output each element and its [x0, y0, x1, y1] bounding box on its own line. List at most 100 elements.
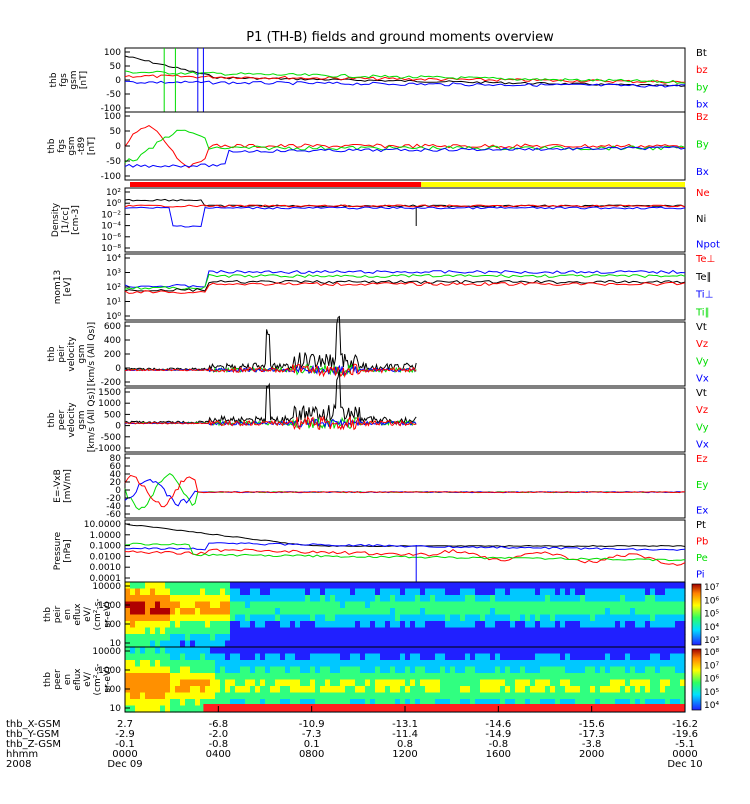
legend-Vt: Vt	[696, 322, 707, 333]
spectrogram-cell	[455, 601, 461, 609]
spectrogram-cell	[525, 595, 531, 603]
spectrogram-cell	[595, 601, 601, 609]
spectrogram-cell	[210, 692, 216, 700]
spectrogram-cell	[520, 627, 526, 635]
spectrogram-cell	[675, 666, 681, 674]
spectrogram-cell	[615, 588, 621, 596]
spectrogram-cell	[585, 601, 591, 609]
spectrogram-cell	[370, 679, 376, 687]
spectrogram-cell	[330, 692, 336, 700]
spectrogram-cell	[505, 692, 511, 700]
spectrogram-cell	[240, 666, 246, 674]
spectrogram-cell	[350, 608, 356, 616]
spectrogram-cell	[250, 601, 256, 609]
spectrogram-cell	[575, 647, 581, 655]
spectrogram-cell	[230, 621, 236, 629]
spectrogram-cell	[630, 653, 636, 661]
spectrogram-cell	[235, 614, 241, 622]
spectrogram-cell	[625, 686, 631, 694]
spectrogram-cell	[500, 679, 506, 687]
spectrogram-cell	[655, 601, 661, 609]
spectrogram-cell	[130, 660, 136, 668]
spectrogram-cell	[505, 608, 511, 616]
spectrogram-cell	[145, 621, 151, 629]
spectrogram-cell	[195, 660, 201, 668]
spectrogram-cell	[345, 679, 351, 687]
spectrogram-cell	[475, 679, 481, 687]
spectrogram-cell	[335, 699, 341, 707]
spectrogram-cell	[140, 673, 146, 681]
ylabel-line: sr-eV)	[103, 601, 113, 627]
spectrogram-cell	[620, 660, 626, 668]
spectrogram-cell	[675, 634, 681, 642]
spectrogram-cell	[620, 595, 626, 603]
spectrogram-cell	[155, 673, 161, 681]
spectrogram-cell	[140, 627, 146, 635]
ytick-label: 10	[110, 639, 122, 649]
spectrogram-cell	[650, 679, 656, 687]
spectrogram-cell	[155, 686, 161, 694]
spectrogram-cell	[580, 621, 586, 629]
spectrogram-cell	[315, 666, 321, 674]
spectrogram-cell	[530, 647, 536, 655]
spectrogram-cell	[585, 666, 591, 674]
spectrogram-cell	[485, 699, 491, 707]
spectrogram-cell	[180, 634, 186, 642]
spectrogram-cell	[400, 588, 406, 596]
spectrogram-cell	[340, 627, 346, 635]
spectrogram-cell	[645, 627, 651, 635]
ylabel-line: [mV/m]	[63, 469, 73, 503]
spectrogram-cell	[160, 640, 166, 648]
spectrogram-cell	[375, 621, 381, 629]
spectrogram-cell	[475, 699, 481, 707]
spectrogram-cell	[440, 588, 446, 596]
spectrogram-cell	[390, 673, 396, 681]
spectrogram-cell	[475, 614, 481, 622]
spectrogram-cell	[485, 601, 491, 609]
spectrogram-cell	[165, 627, 171, 635]
spectrogram-cell	[210, 595, 216, 603]
spectrogram-cell	[450, 588, 456, 596]
spectrogram-cell	[645, 640, 651, 648]
spectrogram-cell	[135, 692, 141, 700]
spectrogram-cell	[280, 647, 286, 655]
spectrogram-cell	[490, 660, 496, 668]
spectrogram-cell	[305, 692, 311, 700]
spectrogram-cell	[390, 692, 396, 700]
spectrogram-cell	[550, 673, 556, 681]
spectrogram-cell	[640, 588, 646, 596]
spectrogram-cell	[490, 647, 496, 655]
spectrogram-cell	[215, 679, 221, 687]
spectrogram-cell	[310, 699, 316, 707]
colorbar-tick-label: 10⁴	[704, 623, 719, 633]
spectrogram-cell	[425, 608, 431, 616]
spectrogram-cell	[340, 647, 346, 655]
spectrogram-cell	[150, 653, 156, 661]
spectrogram-cell	[285, 653, 291, 661]
spectrogram-cell	[245, 647, 251, 655]
spectrogram-cell	[630, 621, 636, 629]
spectrogram-cell	[480, 608, 486, 616]
spectrogram-cell	[575, 686, 581, 694]
spectrogram-cell	[160, 582, 166, 590]
spectrogram-cell	[335, 686, 341, 694]
spectrogram-cell	[125, 588, 131, 596]
spectrogram-cell	[585, 686, 591, 694]
spectrogram-cell	[400, 673, 406, 681]
spectrogram-cell	[505, 679, 511, 687]
spectrogram-cell	[450, 660, 456, 668]
spectrogram-cell	[275, 660, 281, 668]
ylabel-line: E=-VxB	[53, 469, 63, 503]
spectrogram-cell	[405, 647, 411, 655]
spectrogram-cell	[165, 666, 171, 674]
spectrogram-cell	[650, 595, 656, 603]
ytick-label: 0	[115, 364, 121, 374]
spectrogram-cell	[495, 640, 501, 648]
spectrogram-cell	[190, 705, 196, 713]
spectrogram-cell	[380, 640, 386, 648]
spectrogram-cell	[190, 614, 196, 622]
spectrogram-cell	[400, 614, 406, 622]
spectrogram-cell	[195, 621, 201, 629]
spectrogram-cell	[655, 699, 661, 707]
spectrogram-cell	[405, 660, 411, 668]
